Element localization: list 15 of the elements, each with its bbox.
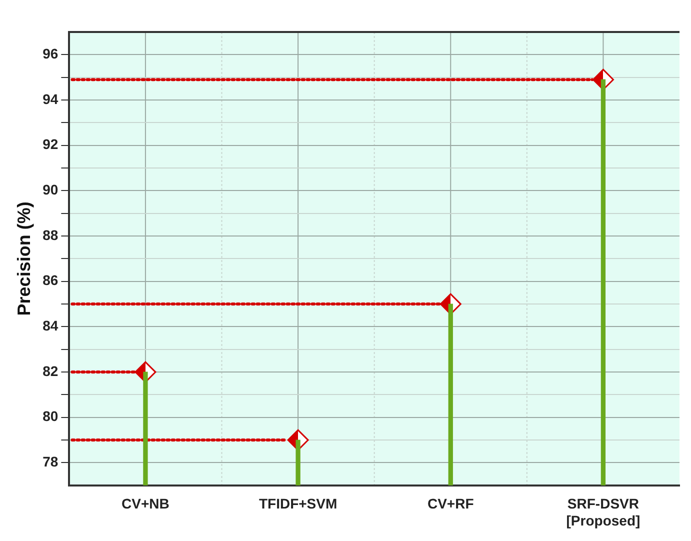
x-tick-label: CV+RF — [427, 496, 474, 512]
y-tick-label: 90 — [42, 182, 58, 198]
y-tick-label: 86 — [42, 272, 58, 288]
y-tick-label: 84 — [42, 318, 58, 334]
y-tick-label: 80 — [42, 408, 58, 424]
y-tick-label: 92 — [42, 136, 58, 152]
y-tick-label: 94 — [42, 90, 58, 107]
y-tick-label: 82 — [42, 362, 58, 379]
x-tick-label: SRF-DSVR [Proposed] — [566, 496, 640, 528]
y-tick-label: 88 — [42, 226, 58, 243]
y-axis-title: Precision (%) — [14, 202, 34, 316]
y-tick-label: 78 — [42, 454, 58, 470]
y-tick-label: 96 — [42, 46, 58, 62]
x-tick-label: CV+NB — [122, 496, 170, 512]
x-tick-label: TFIDF+SVM — [258, 496, 338, 512]
